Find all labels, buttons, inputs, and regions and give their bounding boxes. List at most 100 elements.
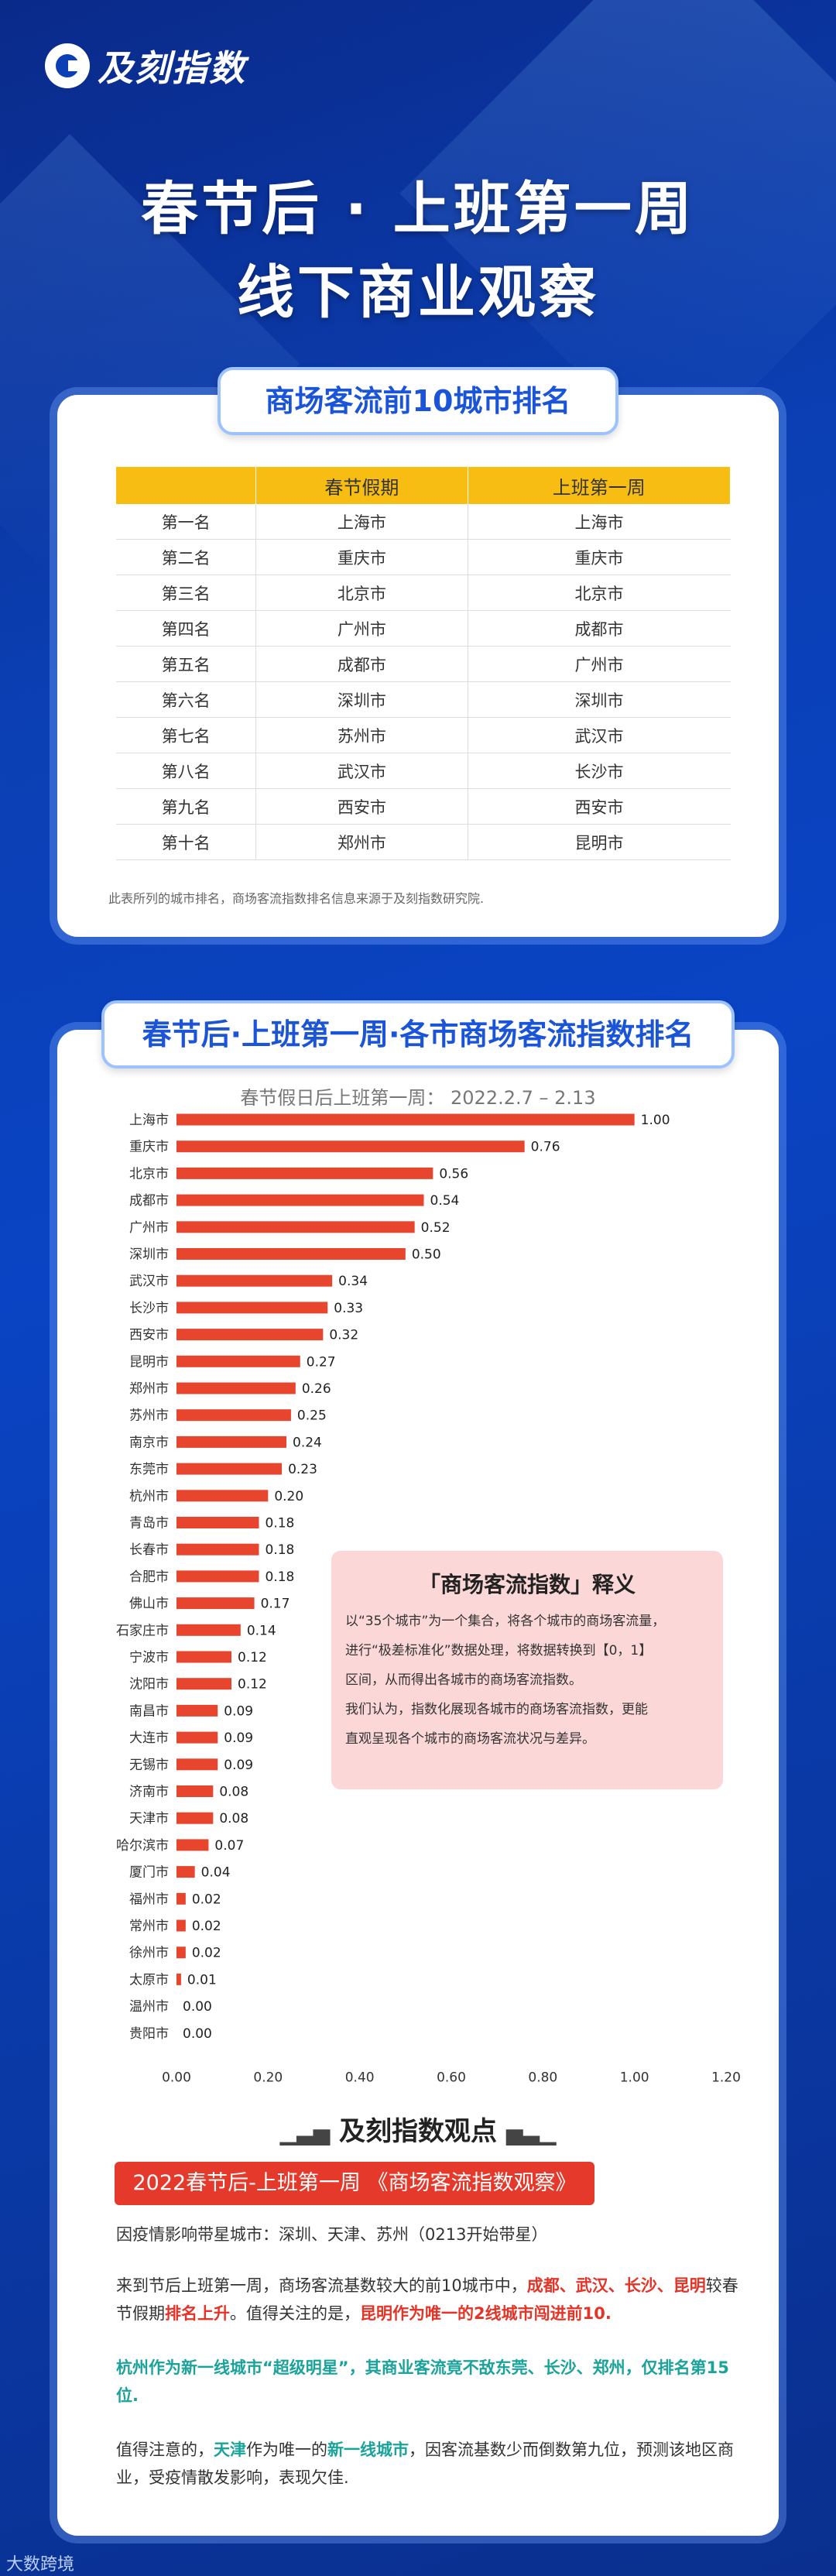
bar xyxy=(176,1490,269,1502)
category-label: 武汉市 xyxy=(129,1274,169,1289)
table-row: 第三名 北京市 北京市 xyxy=(116,575,731,611)
value-label: 0.00 xyxy=(183,1999,212,2015)
value-label: 0.17 xyxy=(261,1597,290,1612)
category-label: 哈尔滨市 xyxy=(116,1838,169,1854)
highlight-text: 昆明作为唯一的2线城市闯进前10. xyxy=(360,2304,612,2323)
value-label: 0.09 xyxy=(224,1703,253,1719)
bar xyxy=(176,1167,433,1179)
bar xyxy=(176,1919,186,1932)
viewpoint-label: 2022春节后-上班第一周 《商场客流指数观察》 xyxy=(115,2162,594,2205)
viewpoint-paragraph: 值得注意的，天津作为唯一的新一线城市，因客流基数少而倒数第九位，预测该地区商业，… xyxy=(116,2436,743,2492)
top10-heading: 商场客流前10城市排名 xyxy=(218,367,618,435)
category-label: 重庆市 xyxy=(129,1140,169,1155)
bar xyxy=(176,1758,218,1771)
table-cell: 第六名 xyxy=(116,681,256,718)
value-label: 0.18 xyxy=(266,1542,295,1558)
highlight-text: 成都、武汉、长沙、昆明 xyxy=(526,2276,706,2295)
category-label: 南昌市 xyxy=(129,1703,169,1719)
value-label: 0.25 xyxy=(297,1408,327,1424)
value-label: 0.54 xyxy=(430,1193,460,1209)
explanation-title: 「商场客流指数」释义 xyxy=(418,1572,636,1597)
value-label: 0.02 xyxy=(192,1892,221,1907)
bar-chart-icon: ▅▃▁ xyxy=(505,2120,557,2146)
value-label: 0.32 xyxy=(329,1328,358,1343)
text-run: 较春节假期 xyxy=(116,2276,738,2323)
table-cell: 第八名 xyxy=(116,753,256,789)
table-cell: 第一名 xyxy=(116,504,256,540)
table-cell: 武汉市 xyxy=(255,753,468,789)
table-row: 第九名 西安市 西安市 xyxy=(116,788,731,825)
table-cell: 重庆市 xyxy=(255,539,468,575)
value-label: 0.76 xyxy=(531,1140,560,1155)
value-label: 0.09 xyxy=(224,1758,253,1773)
bar xyxy=(176,1973,181,1985)
category-label: 无锡市 xyxy=(129,1758,169,1773)
value-label: 0.09 xyxy=(224,1730,253,1746)
table-row: 第五名 成都市 广州市 xyxy=(116,646,731,682)
table-row: 第二名 重庆市 重庆市 xyxy=(116,539,731,575)
value-label: 0.26 xyxy=(302,1381,331,1397)
category-label: 石家庄市 xyxy=(116,1623,169,1638)
value-label: 0.07 xyxy=(214,1838,244,1854)
bar-chart-icon: ▁▃▅ xyxy=(279,2120,331,2146)
value-label: 0.52 xyxy=(421,1220,451,1236)
bar xyxy=(176,1329,324,1341)
text-run: 值得注意的， xyxy=(116,2441,214,2459)
table-cell: 昆明市 xyxy=(467,824,731,860)
value-label: 0.18 xyxy=(266,1516,295,1532)
value-label: 1.00 xyxy=(641,1113,670,1128)
bar xyxy=(176,1731,218,1744)
table-cell: 长沙市 xyxy=(467,753,731,789)
category-label: 广州市 xyxy=(129,1220,169,1236)
table-row: 第八名 武汉市 长沙市 xyxy=(116,753,731,789)
x-tick-label: 0.40 xyxy=(345,2070,375,2086)
table-note: 此表所列的城市排名，商场客流指数排名信息来源于及刻指数研究院. xyxy=(108,891,485,906)
table-cell: 深圳市 xyxy=(467,681,731,718)
table-cell: 北京市 xyxy=(255,575,468,611)
category-label: 昆明市 xyxy=(129,1354,169,1370)
category-label: 佛山市 xyxy=(129,1597,169,1612)
table-cell: 第二名 xyxy=(116,539,256,575)
bar xyxy=(176,1194,424,1206)
bar xyxy=(176,1141,525,1153)
value-label: 0.34 xyxy=(338,1274,368,1289)
table-cell: 深圳市 xyxy=(255,681,468,718)
value-label: 0.04 xyxy=(201,1865,231,1881)
x-tick-label: 0.00 xyxy=(162,2070,191,2086)
chart-heading: 春节后·上班第一周·各市商场客流指数排名 xyxy=(101,1000,735,1068)
category-label: 合肥市 xyxy=(129,1569,169,1585)
value-label: 0.50 xyxy=(412,1247,441,1263)
bar xyxy=(176,1839,209,1851)
brand-logo: 及刻指数 xyxy=(45,40,246,91)
x-tick-label: 1.20 xyxy=(711,2070,741,2086)
bar xyxy=(176,1570,259,1583)
category-label: 厦门市 xyxy=(129,1865,169,1881)
x-tick-label: 0.80 xyxy=(528,2070,557,2086)
table-header-row: 春节假期 上班第一周 xyxy=(116,467,731,504)
category-label: 苏州市 xyxy=(129,1408,169,1424)
value-label: 0.01 xyxy=(187,1972,217,1988)
value-label: 0.14 xyxy=(247,1623,276,1638)
table-cell: 第三名 xyxy=(116,575,256,611)
bar xyxy=(176,1543,259,1556)
bar xyxy=(176,1651,231,1663)
table-cell: 重庆市 xyxy=(467,539,731,575)
bar xyxy=(176,1678,231,1690)
category-label: 西安市 xyxy=(129,1328,169,1343)
table-row: 第一名 上海市 上海市 xyxy=(116,504,731,540)
bar xyxy=(176,1274,333,1287)
viewpoint-title: ▁▃▅ 及刻指数观点 ▅▃▁ xyxy=(0,2110,836,2148)
column-header xyxy=(116,467,257,504)
bar xyxy=(176,1382,296,1394)
bar xyxy=(176,1517,259,1528)
value-label: 0.56 xyxy=(439,1166,468,1182)
category-label: 济南市 xyxy=(129,1785,169,1800)
category-label: 上海市 xyxy=(129,1113,169,1128)
table-cell: 第九名 xyxy=(116,788,256,825)
category-label: 长沙市 xyxy=(129,1301,169,1316)
category-label: 徐州市 xyxy=(129,1946,169,1961)
category-label: 常州市 xyxy=(129,1919,169,1934)
table-cell: 第四名 xyxy=(116,610,256,647)
bar xyxy=(176,1892,186,1905)
category-label: 温州市 xyxy=(129,1999,169,2015)
